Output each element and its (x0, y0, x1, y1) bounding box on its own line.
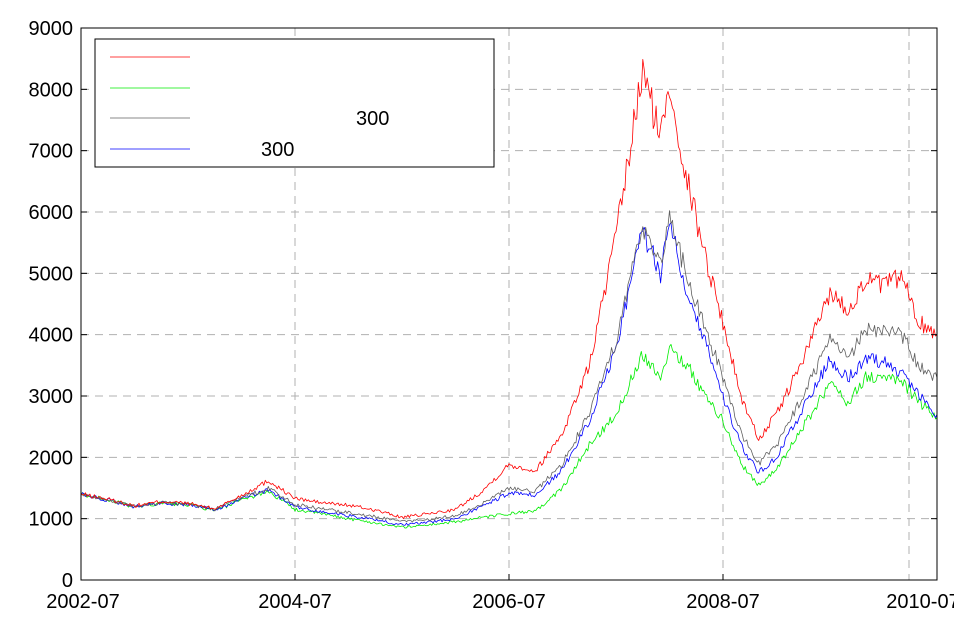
legend-label-2: 300 (356, 108, 389, 130)
legend: 300 300 (94, 38, 495, 168)
x-tick-label: 2002-07 (46, 591, 119, 613)
y-tick-label: 2000 (29, 447, 74, 469)
y-tick-label: 9000 (29, 18, 74, 40)
y-tick-label: 7000 (29, 141, 74, 163)
y-tick-label: 6000 (29, 202, 74, 224)
y-tick-label: 3000 (29, 386, 74, 408)
tick-layer: 0 1000 2000 3000 4000 5000 6000 7000 8000 9000 200… (29, 18, 954, 613)
legend-label-3: 300 (261, 139, 294, 161)
series-line-0 (80, 59, 938, 519)
series-line-3 (80, 222, 938, 526)
y-tick-label: 8000 (29, 79, 74, 101)
x-tick-label: 2004-07 (258, 591, 331, 613)
legend-box (94, 38, 495, 168)
y-tick-label: 5000 (29, 263, 74, 285)
series-layer (80, 59, 938, 529)
x-tick-label: 2006-07 (472, 591, 545, 613)
x-tick-label: 2008-07 (686, 591, 759, 613)
y-tick-label: 0 (62, 570, 73, 592)
y-tick-label: 4000 (29, 325, 74, 347)
y-tick-label: 1000 (29, 509, 74, 531)
x-tick-label: 2010-07 (886, 591, 954, 613)
